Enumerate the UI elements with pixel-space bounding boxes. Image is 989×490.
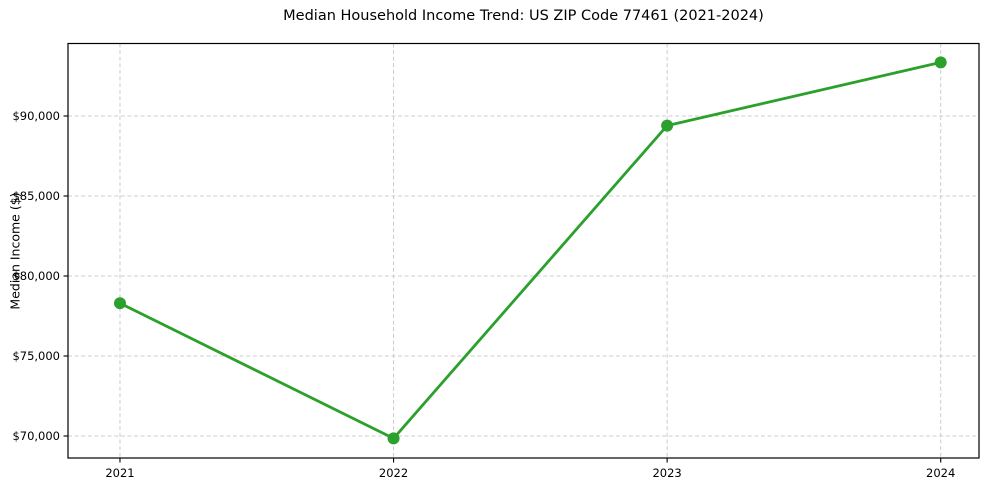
y-tick-label: $90,000 (12, 109, 60, 123)
y-tick-label: $75,000 (12, 349, 60, 363)
chart-title: Median Household Income Trend: US ZIP Co… (283, 8, 764, 24)
y-tick-label: $80,000 (12, 269, 60, 283)
y-tick-label: $85,000 (12, 189, 60, 203)
x-tick-label: 2024 (926, 466, 955, 480)
trend-line (118, 60, 943, 440)
x-tick-label: 2021 (105, 466, 134, 480)
data-point-2023 (661, 119, 674, 132)
data-point-2022 (387, 432, 400, 445)
y-tick-label: $70,000 (12, 429, 60, 443)
x-tick-label: 2023 (652, 466, 681, 480)
data-point-2021 (113, 297, 126, 310)
x-tick-label: 2022 (379, 466, 408, 480)
data-point-2024 (934, 56, 947, 69)
axes-frame (67, 42, 980, 459)
y-axis-label: Median Income ($) (7, 192, 23, 310)
